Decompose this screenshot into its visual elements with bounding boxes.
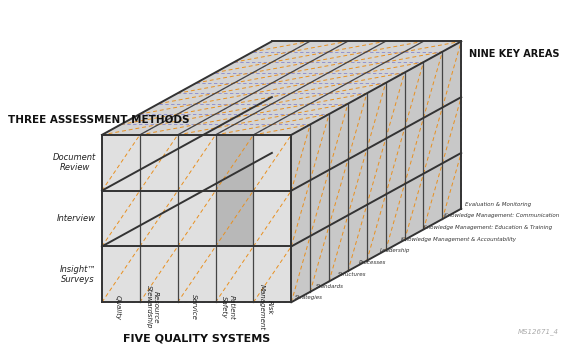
Text: Evaluation & Monitoring: Evaluation & Monitoring [465, 202, 531, 207]
Text: Knowledge Management: Communication: Knowledge Management: Communication [444, 214, 559, 218]
Text: Knowledge Management & Accountability: Knowledge Management & Accountability [401, 237, 516, 242]
Text: Processes: Processes [359, 260, 386, 265]
Text: MS12671_4: MS12671_4 [519, 328, 559, 335]
Text: Structures: Structures [338, 272, 366, 277]
Text: Knowledge Management: Education & Training: Knowledge Management: Education & Traini… [423, 225, 552, 230]
Text: Leadership: Leadership [380, 248, 411, 254]
Polygon shape [215, 135, 253, 246]
Text: Resource
Stewardship: Resource Stewardship [145, 285, 159, 329]
Text: NINE KEY AREAS: NINE KEY AREAS [469, 49, 559, 59]
Text: Interview: Interview [57, 214, 96, 223]
Polygon shape [102, 135, 291, 302]
Text: THREE ASSESSMENT METHODS: THREE ASSESSMENT METHODS [8, 115, 189, 125]
Text: Service: Service [190, 294, 197, 320]
Text: Strategies: Strategies [295, 295, 323, 300]
Text: FIVE QUALITY SYSTEMS: FIVE QUALITY SYSTEMS [123, 334, 270, 344]
Polygon shape [102, 41, 461, 135]
Text: Quality: Quality [115, 295, 121, 320]
Text: Standards: Standards [317, 284, 345, 288]
Polygon shape [291, 41, 461, 302]
Text: Risk
Management: Risk Management [259, 284, 272, 330]
Text: Patient
Safety: Patient Safety [221, 295, 235, 319]
Text: Document
Review: Document Review [53, 153, 96, 172]
Text: Insight™
Surveys: Insight™ Surveys [60, 265, 96, 284]
